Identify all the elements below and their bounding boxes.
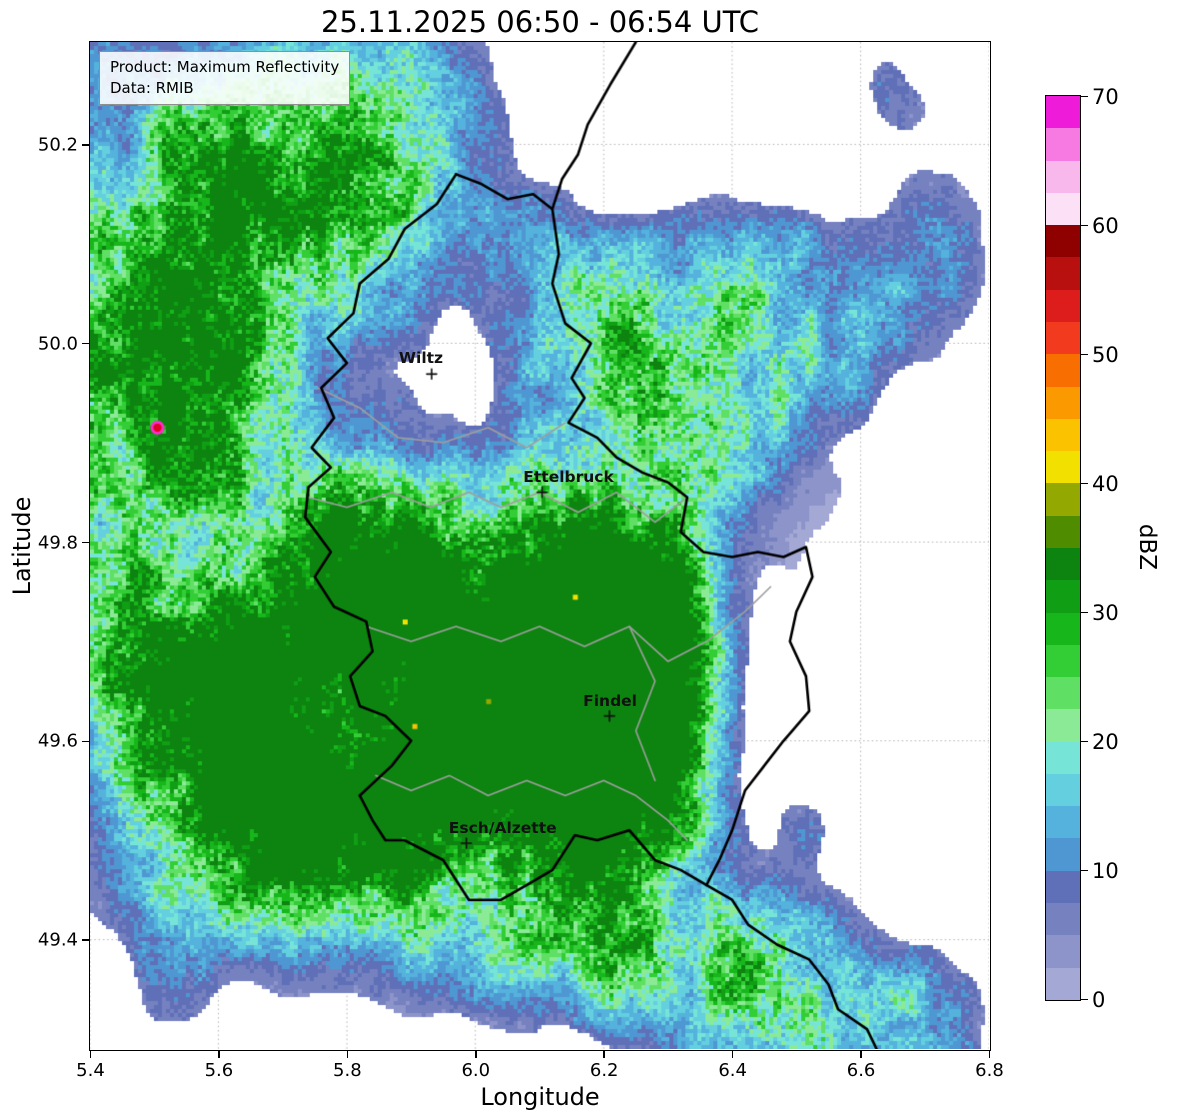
colorbar-segment — [1046, 967, 1080, 1000]
colorbar-tick-label: 20 — [1092, 729, 1119, 754]
x-tick-mark — [218, 1051, 220, 1058]
y-tick-mark — [82, 740, 89, 743]
colorbar-segment — [1046, 96, 1080, 129]
map-plot-area: Product: Maximum Reflectivity Data: RMIB… — [89, 41, 991, 1051]
colorbar-segment — [1046, 935, 1080, 968]
product-info-line: Product: Maximum Reflectivity — [110, 58, 340, 76]
city-label: Ettelbruck — [523, 467, 614, 486]
y-tick-mark — [82, 939, 89, 941]
x-tick-label: 6.0 — [461, 1060, 491, 1081]
city-label: Esch/Alzette — [448, 819, 557, 838]
x-tick-mark — [988, 1051, 991, 1058]
colorbar-segment — [1046, 677, 1080, 710]
colorbar-segment — [1046, 225, 1080, 258]
colorbar-segment — [1046, 128, 1080, 161]
colorbar-segment — [1046, 547, 1080, 581]
x-tick-mark — [346, 1051, 349, 1058]
colorbar-segment — [1046, 160, 1080, 193]
colorbar-segment — [1046, 870, 1080, 904]
colorbar-segment — [1046, 709, 1080, 742]
x-tick-label: 5.6 — [204, 1060, 234, 1081]
colorbar-segment — [1046, 257, 1080, 290]
y-tick-label: 49.4 — [37, 929, 78, 951]
colorbar-segment — [1046, 451, 1080, 484]
colorbar-segment — [1046, 192, 1080, 226]
x-tick-mark — [603, 1051, 605, 1058]
colorbar-gradient — [1046, 96, 1080, 1000]
y-tick-label: 49.8 — [37, 532, 78, 554]
colorbar-segment — [1046, 612, 1080, 645]
y-tick-label: 50.2 — [37, 134, 78, 156]
x-tick-label: 6.8 — [975, 1060, 1004, 1081]
y-tick-label: 50.0 — [37, 333, 78, 355]
colorbar-label: dBZ — [1134, 523, 1160, 571]
colorbar-tick-label: 70 — [1092, 84, 1119, 109]
colorbar-segment — [1046, 903, 1080, 936]
x-tick-label: 6.6 — [846, 1060, 876, 1081]
x-tick-mark — [89, 1051, 92, 1058]
x-tick-mark — [475, 1051, 477, 1058]
colorbar-segment — [1046, 838, 1080, 871]
colorbar-tick-label: 60 — [1092, 213, 1119, 238]
figure-title: 25.11.2025 06:50 - 06:54 UTC — [320, 5, 760, 39]
x-tick-label: 5.4 — [76, 1060, 105, 1081]
y-tick-mark — [82, 541, 89, 544]
colorbar-segment — [1046, 483, 1080, 516]
colorbar-tick-mark — [1081, 353, 1088, 356]
colorbar-tick-mark — [1081, 482, 1088, 485]
colorbar-segment — [1046, 386, 1080, 419]
x-tick-mark — [731, 1051, 734, 1058]
colorbar-segment — [1046, 515, 1080, 548]
x-tick-label: 6.2 — [589, 1060, 619, 1081]
colorbar-tick-mark — [1081, 740, 1088, 743]
colorbar-segment — [1046, 580, 1080, 613]
colorbar-tick-mark — [1081, 611, 1088, 614]
radar-canvas — [90, 42, 989, 1049]
colorbar-segment — [1046, 289, 1080, 322]
colorbar-tick-label: 50 — [1092, 342, 1119, 367]
colorbar-segment — [1046, 644, 1080, 678]
colorbar-tick-mark — [1081, 224, 1088, 227]
colorbar-segment — [1046, 806, 1080, 839]
colorbar-segment — [1046, 321, 1080, 355]
colorbar-tick-label: 10 — [1092, 858, 1119, 883]
y-tick-label: 49.6 — [37, 730, 78, 752]
colorbar-tick-mark — [1081, 95, 1088, 98]
x-axis-label: Longitude — [480, 1083, 600, 1111]
colorbar-tick-mark — [1081, 998, 1088, 1001]
y-tick-mark — [82, 342, 89, 345]
x-tick-mark — [860, 1051, 862, 1058]
colorbar-tick-label: 40 — [1092, 471, 1119, 496]
colorbar-segment — [1046, 354, 1080, 387]
colorbar — [1045, 95, 1081, 1001]
colorbar-tick-label: 0 — [1092, 987, 1106, 1012]
product-info-box: Product: Maximum Reflectivity Data: RMIB — [99, 51, 351, 105]
city-label: Findel — [583, 691, 637, 710]
colorbar-tick-label: 30 — [1092, 600, 1119, 625]
colorbar-segment — [1046, 418, 1080, 452]
y-tick-mark — [82, 144, 89, 146]
city-label: Wiltz — [398, 349, 444, 368]
colorbar-segment — [1046, 741, 1080, 774]
x-tick-label: 5.8 — [333, 1060, 362, 1081]
colorbar-segment — [1046, 773, 1080, 807]
x-tick-label: 6.4 — [718, 1060, 747, 1081]
colorbar-tick-mark — [1081, 869, 1088, 872]
data-source-line: Data: RMIB — [110, 79, 194, 97]
